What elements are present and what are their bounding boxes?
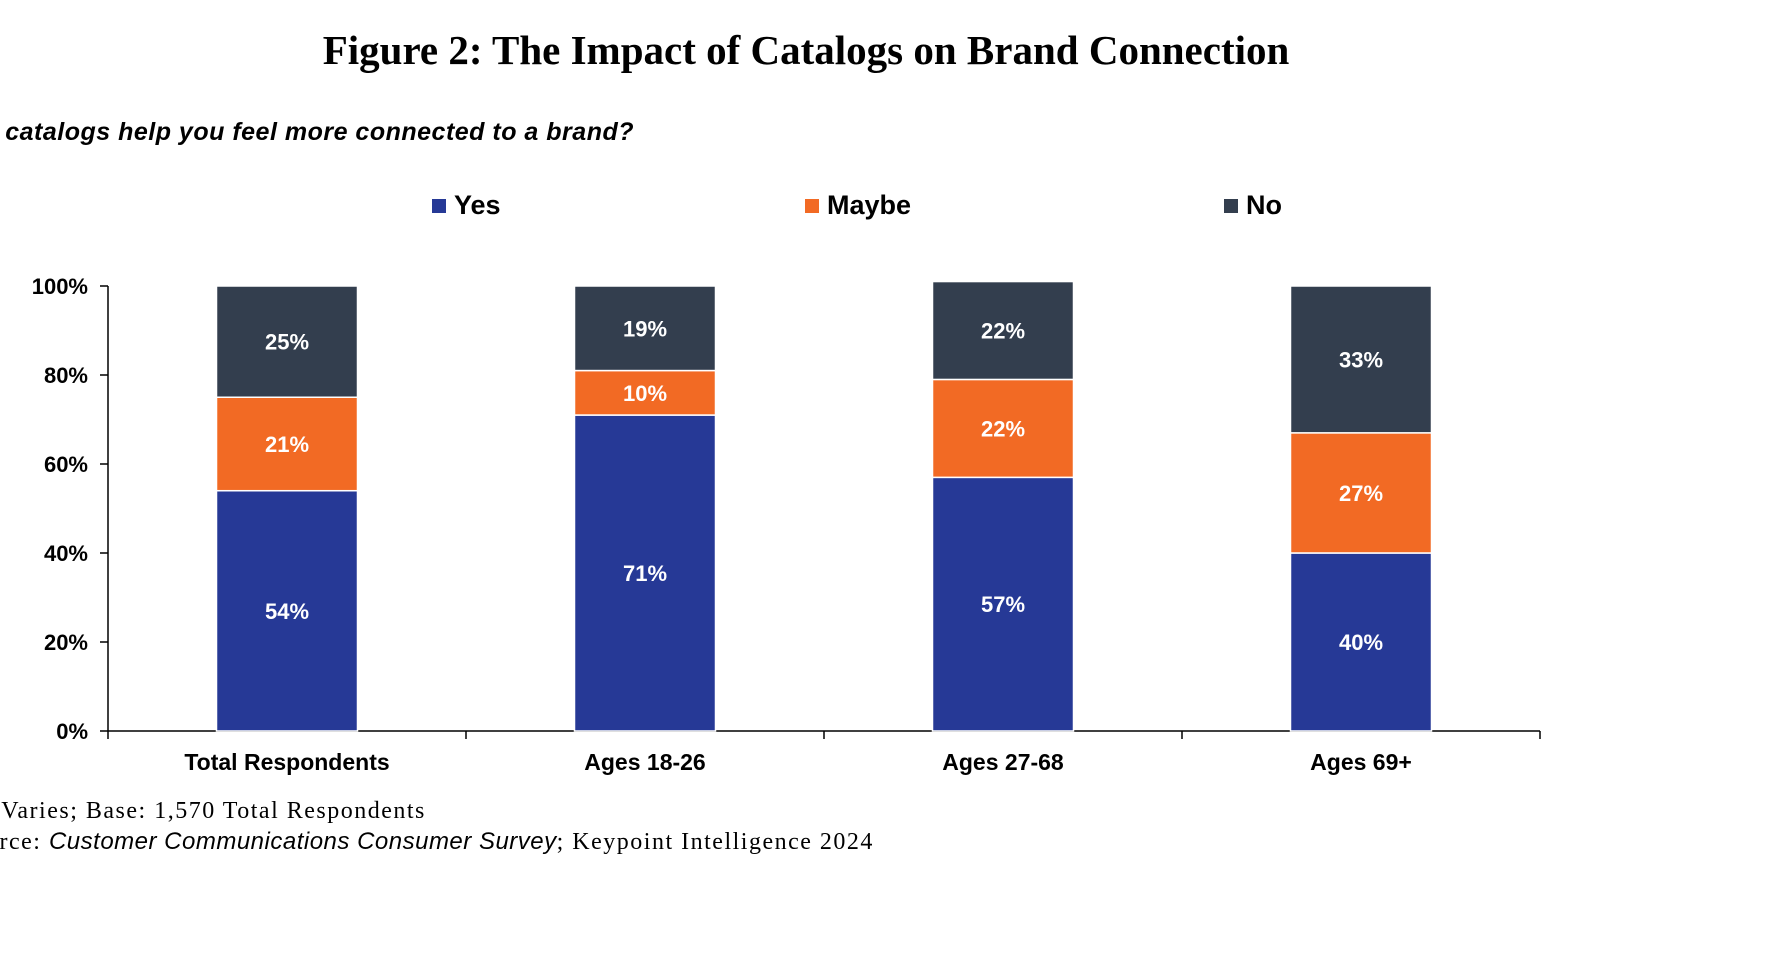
legend-item-no: No (1224, 190, 1282, 221)
data-label-maybe: 10% (623, 381, 667, 406)
bar-segment-yes (215, 489, 359, 732)
y-tick-label: 80% (44, 363, 88, 388)
source-suffix: ; Keypoint Intelligence 2024 (556, 829, 874, 855)
y-tick-label: 40% (44, 541, 88, 566)
legend-label-maybe: Maybe (827, 190, 912, 220)
y-tick-label: 60% (44, 452, 88, 477)
data-label-yes: 57% (981, 592, 1025, 617)
legend-item-maybe: Maybe (805, 190, 911, 221)
data-label-no: 33% (1339, 347, 1383, 372)
data-label-maybe: 21% (265, 432, 309, 457)
source-note: urce: Customer Communications Consumer S… (0, 828, 874, 856)
y-tick-label: 20% (44, 630, 88, 655)
x-category-label: Total Respondents (184, 749, 389, 775)
data-label-no: 19% (623, 316, 667, 341)
x-category-label: Ages 69+ (1310, 749, 1412, 775)
legend-swatch-no (1224, 198, 1238, 213)
bar-segment-no (215, 285, 359, 398)
source-prefix: urce: (0, 829, 42, 855)
data-label-no: 22% (981, 319, 1025, 344)
base-note: : Varies; Base: 1,570 Total Respondents (0, 798, 426, 824)
data-label-yes: 71% (623, 561, 667, 586)
data-label-no: 25% (265, 330, 309, 355)
bar-segment-maybe (573, 369, 717, 416)
bar-segment-no (1289, 285, 1433, 434)
legend-label-no: No (1246, 190, 1282, 220)
data-label-yes: 54% (265, 599, 309, 624)
bar-segment-yes (1289, 552, 1433, 732)
legend-label-yes: Yes (454, 190, 501, 220)
legend-swatch-maybe (805, 198, 819, 213)
data-label-maybe: 22% (981, 416, 1025, 441)
y-tick-label: 0% (56, 719, 88, 744)
chart-question: o catalogs help you feel more connected … (0, 118, 635, 146)
x-category-label: Ages 27-68 (942, 749, 1064, 775)
bar-segment-maybe (215, 396, 359, 492)
x-category-label: Ages 18-26 (584, 749, 705, 775)
bar-segment-no (573, 285, 717, 372)
bar-segment-yes (931, 476, 1075, 732)
legend-item-yes: Yes (432, 190, 501, 221)
chart-title: Figure 2: The Impact of Catalogs on Bran… (322, 27, 1290, 73)
bar-segment-yes (573, 414, 717, 732)
y-tick-label: 100% (32, 274, 88, 299)
bar-segment-maybe (1289, 432, 1433, 554)
data-label-maybe: 27% (1339, 481, 1383, 506)
data-label-yes: 40% (1339, 630, 1383, 655)
legend-swatch-yes (432, 198, 446, 213)
bar-segment-maybe (931, 378, 1075, 479)
source-title: Customer Communications Consumer Survey (48, 828, 557, 855)
bar-segment-no (931, 280, 1075, 381)
